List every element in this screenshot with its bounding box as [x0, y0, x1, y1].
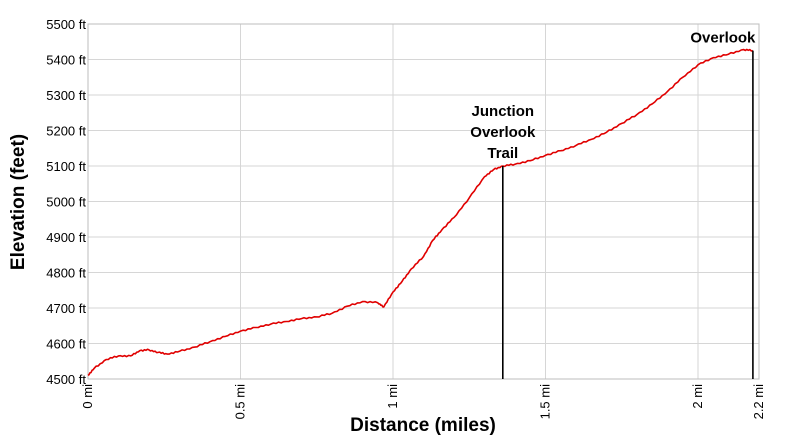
- annotation-label: Overlook: [470, 124, 536, 141]
- annotation-label: Overlook: [690, 30, 756, 47]
- y-axis-title: Elevation (feet): [8, 134, 29, 270]
- y-tick-label: 4900 ft: [46, 230, 86, 245]
- y-tick-label: 4800 ft: [46, 266, 86, 281]
- y-tick-label: 5300 ft: [46, 88, 86, 103]
- x-tick-label: 0.5 mi: [233, 384, 248, 420]
- x-tick-label: 0 mi: [80, 384, 95, 409]
- x-tick-label: 2 mi: [690, 384, 705, 409]
- annotation-label: Trail: [487, 145, 518, 162]
- y-tick-label: 5500 ft: [46, 17, 86, 32]
- annotation-layer: Junction Overlook Trail Overlook: [470, 30, 756, 379]
- x-axis-title: Distance (miles): [350, 415, 496, 436]
- plot-frame: [87, 23, 760, 380]
- elevation-profile-line: [87, 48, 754, 377]
- x-tick-labels: 0 mi 0.5 mi 1 mi 1.5 mi 2 mi 2.2 mi: [80, 384, 766, 420]
- annotation-label: Junction: [472, 103, 535, 120]
- y-tick-label: 5400 ft: [46, 53, 86, 68]
- y-tick-label: 5200 ft: [46, 124, 86, 139]
- y-tick-label: 5000 ft: [46, 195, 86, 210]
- x-tick-label: 1.5 mi: [538, 384, 553, 420]
- x-tick-label: 2.2 mi: [751, 384, 766, 420]
- y-tick-label: 4500 ft: [46, 372, 86, 387]
- grid-layer: [87, 23, 760, 380]
- y-tick-label: 4600 ft: [46, 337, 86, 352]
- y-tick-labels: 4500 ft 4600 ft 4700 ft 4800 ft 4900 ft 5000 …: [46, 17, 86, 387]
- x-tick-label: 1 mi: [385, 384, 400, 409]
- y-tick-label: 4700 ft: [46, 301, 86, 316]
- y-tick-label: 5100 ft: [46, 159, 86, 174]
